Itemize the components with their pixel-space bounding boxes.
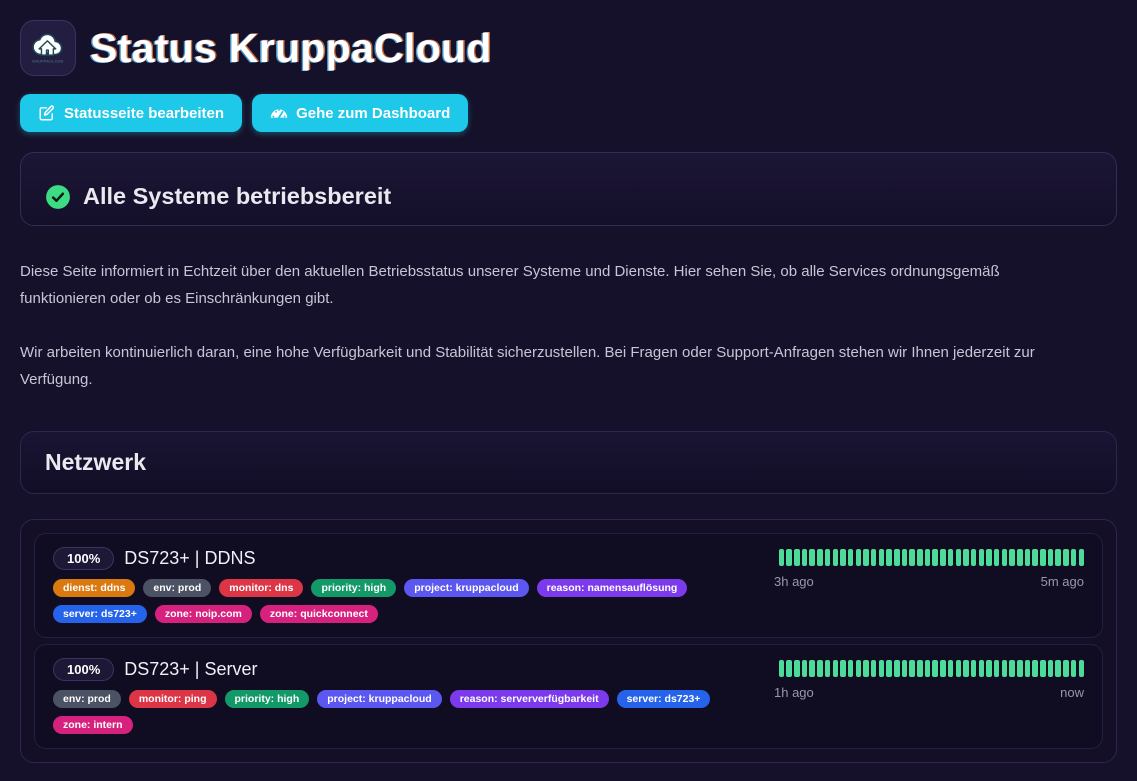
svg-text:KRUPPACLOUD: KRUPPACLOUD xyxy=(32,59,63,63)
